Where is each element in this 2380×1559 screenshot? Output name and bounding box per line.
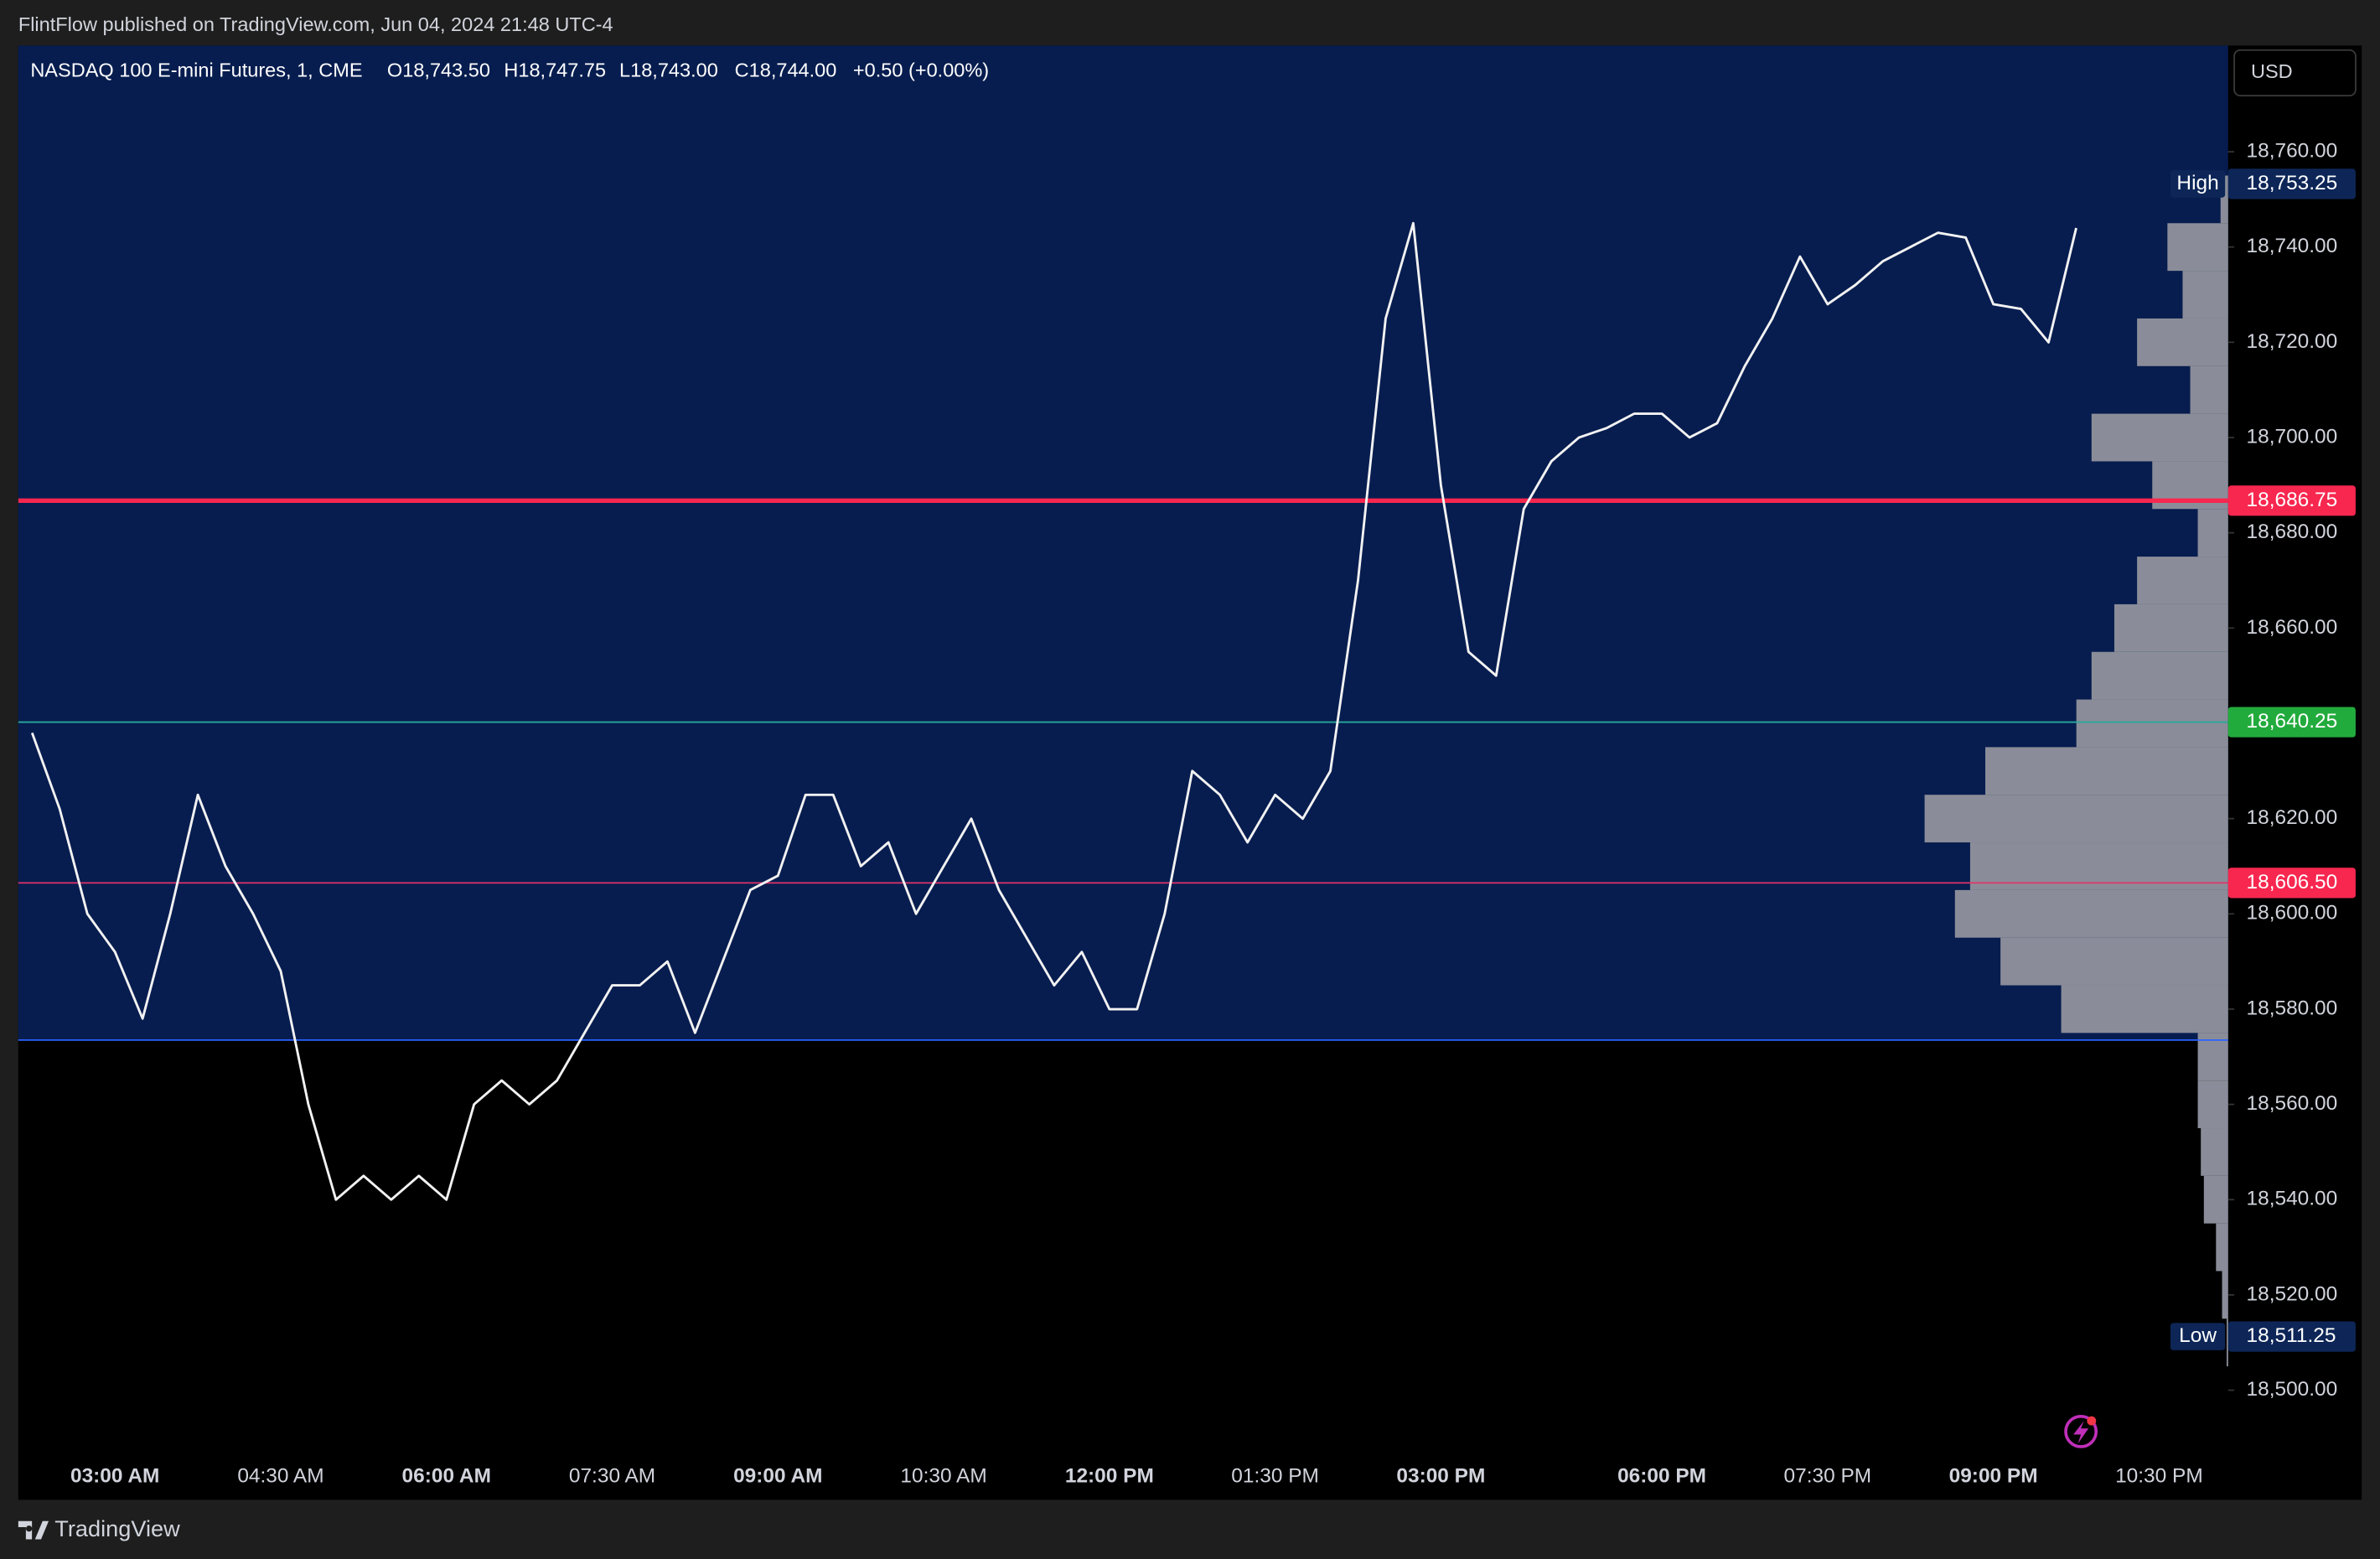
y-tick-label: 18,560.00	[2247, 1092, 2338, 1115]
profile-bar	[2076, 699, 2228, 748]
high-badge	[2227, 168, 2356, 199]
profile-bar	[2137, 557, 2228, 604]
level-label: 18,640.25	[2247, 710, 2338, 733]
alert-dot	[2087, 1416, 2097, 1426]
profile-bar	[2201, 1128, 2228, 1176]
close: C18,744.00	[735, 59, 837, 80]
x-tick-label: 03:00 PM	[1396, 1465, 1485, 1488]
profile-bar	[2197, 509, 2228, 557]
y-tick-label: 18,580.00	[2247, 997, 2338, 1019]
price-line	[30, 221, 2077, 1201]
published-note: FlintFlow published on TradingView.com, …	[18, 13, 613, 35]
brand: TradingView	[54, 1515, 180, 1541]
high: H18,747.75	[504, 59, 606, 80]
x-tick-label: 10:30 PM	[2115, 1465, 2203, 1488]
profile-bar	[2216, 1223, 2228, 1272]
low-name: Low	[2179, 1324, 2217, 1347]
x-tick-label: 06:00 AM	[402, 1465, 491, 1488]
low-name-box	[2170, 1323, 2226, 1350]
y-tick-label: 18,520.00	[2247, 1282, 2338, 1305]
x-tick-label: 09:00 PM	[1949, 1465, 2038, 1488]
value-area-shade	[18, 45, 2228, 1040]
x-tick-label: 07:30 AM	[569, 1465, 655, 1488]
x-tick-label: 09:00 AM	[733, 1465, 822, 1488]
change: +0.50 (+0.00%)	[853, 59, 989, 80]
profile-bar	[2197, 1033, 2228, 1081]
currency-box[interactable]	[2233, 49, 2357, 97]
profile-bar	[2091, 651, 2228, 700]
level-label: 18,686.75	[2247, 489, 2338, 511]
y-tick-label: 18,540.00	[2247, 1188, 2338, 1210]
level-badge	[2227, 868, 2356, 899]
low-badge	[2227, 1321, 2356, 1352]
profile-bar	[2137, 318, 2228, 366]
x-tick-label: 12:00 PM	[1065, 1465, 1154, 1488]
low: L18,743.00	[619, 59, 718, 80]
profile-bar	[2190, 365, 2228, 414]
profile-bar	[1985, 747, 2228, 795]
y-tick-label: 18,620.00	[2247, 806, 2338, 829]
profile-bar	[2091, 413, 2228, 462]
x-tick-label: 07:30 PM	[1784, 1465, 1872, 1488]
y-tick-label: 18,700.00	[2247, 425, 2338, 448]
alert-icon[interactable]	[2064, 1414, 2098, 1448]
x-tick-label: 04:30 AM	[237, 1465, 323, 1488]
profile-bar	[2197, 1080, 2228, 1129]
x-tick-label: 10:30 AM	[900, 1465, 986, 1488]
profile-bar	[2220, 175, 2228, 224]
high-label: 18,753.25	[2247, 172, 2338, 194]
symbol: NASDAQ 100 E-mini Futures, 1, CME	[30, 59, 362, 80]
high-name: High	[2176, 172, 2218, 194]
profile-bar	[2226, 1318, 2228, 1367]
profile-bar	[2203, 1175, 2228, 1224]
x-tick-label: 06:00 PM	[1617, 1465, 1706, 1488]
profile-bar	[1969, 842, 2228, 890]
level-badge	[2227, 707, 2356, 738]
profile-bar	[2000, 937, 2228, 986]
y-tick-label: 18,500.00	[2247, 1378, 2338, 1401]
profile-bar	[1954, 889, 2228, 938]
profile-bar	[2222, 1271, 2228, 1319]
tv-logo	[18, 1520, 49, 1540]
alert-bolt	[2073, 1421, 2089, 1444]
y-tick-label: 18,720.00	[2247, 330, 2338, 353]
profile-bar	[2114, 603, 2228, 652]
y-tick-label: 18,680.00	[2247, 521, 2338, 543]
currency[interactable]: USD	[2251, 60, 2293, 82]
low-label: 18,511.25	[2247, 1324, 2336, 1347]
profile-bar	[1924, 795, 2228, 843]
high-name-box	[2170, 170, 2226, 198]
y-tick-label: 18,760.00	[2247, 140, 2338, 163]
y-tick-label: 18,600.00	[2247, 902, 2338, 925]
level-badge	[2227, 485, 2356, 516]
y-tick-label: 18,660.00	[2247, 616, 2338, 639]
profile-bar	[2182, 271, 2228, 319]
x-tick-label: 01:30 PM	[1231, 1465, 1319, 1488]
profile-bar	[2167, 223, 2228, 272]
y-tick-label: 18,740.00	[2247, 235, 2338, 257]
profile-bar	[2061, 985, 2228, 1033]
open: O18,743.50	[387, 59, 490, 80]
level-label: 18,606.50	[2247, 871, 2338, 893]
x-tick-label: 03:00 AM	[70, 1465, 159, 1488]
